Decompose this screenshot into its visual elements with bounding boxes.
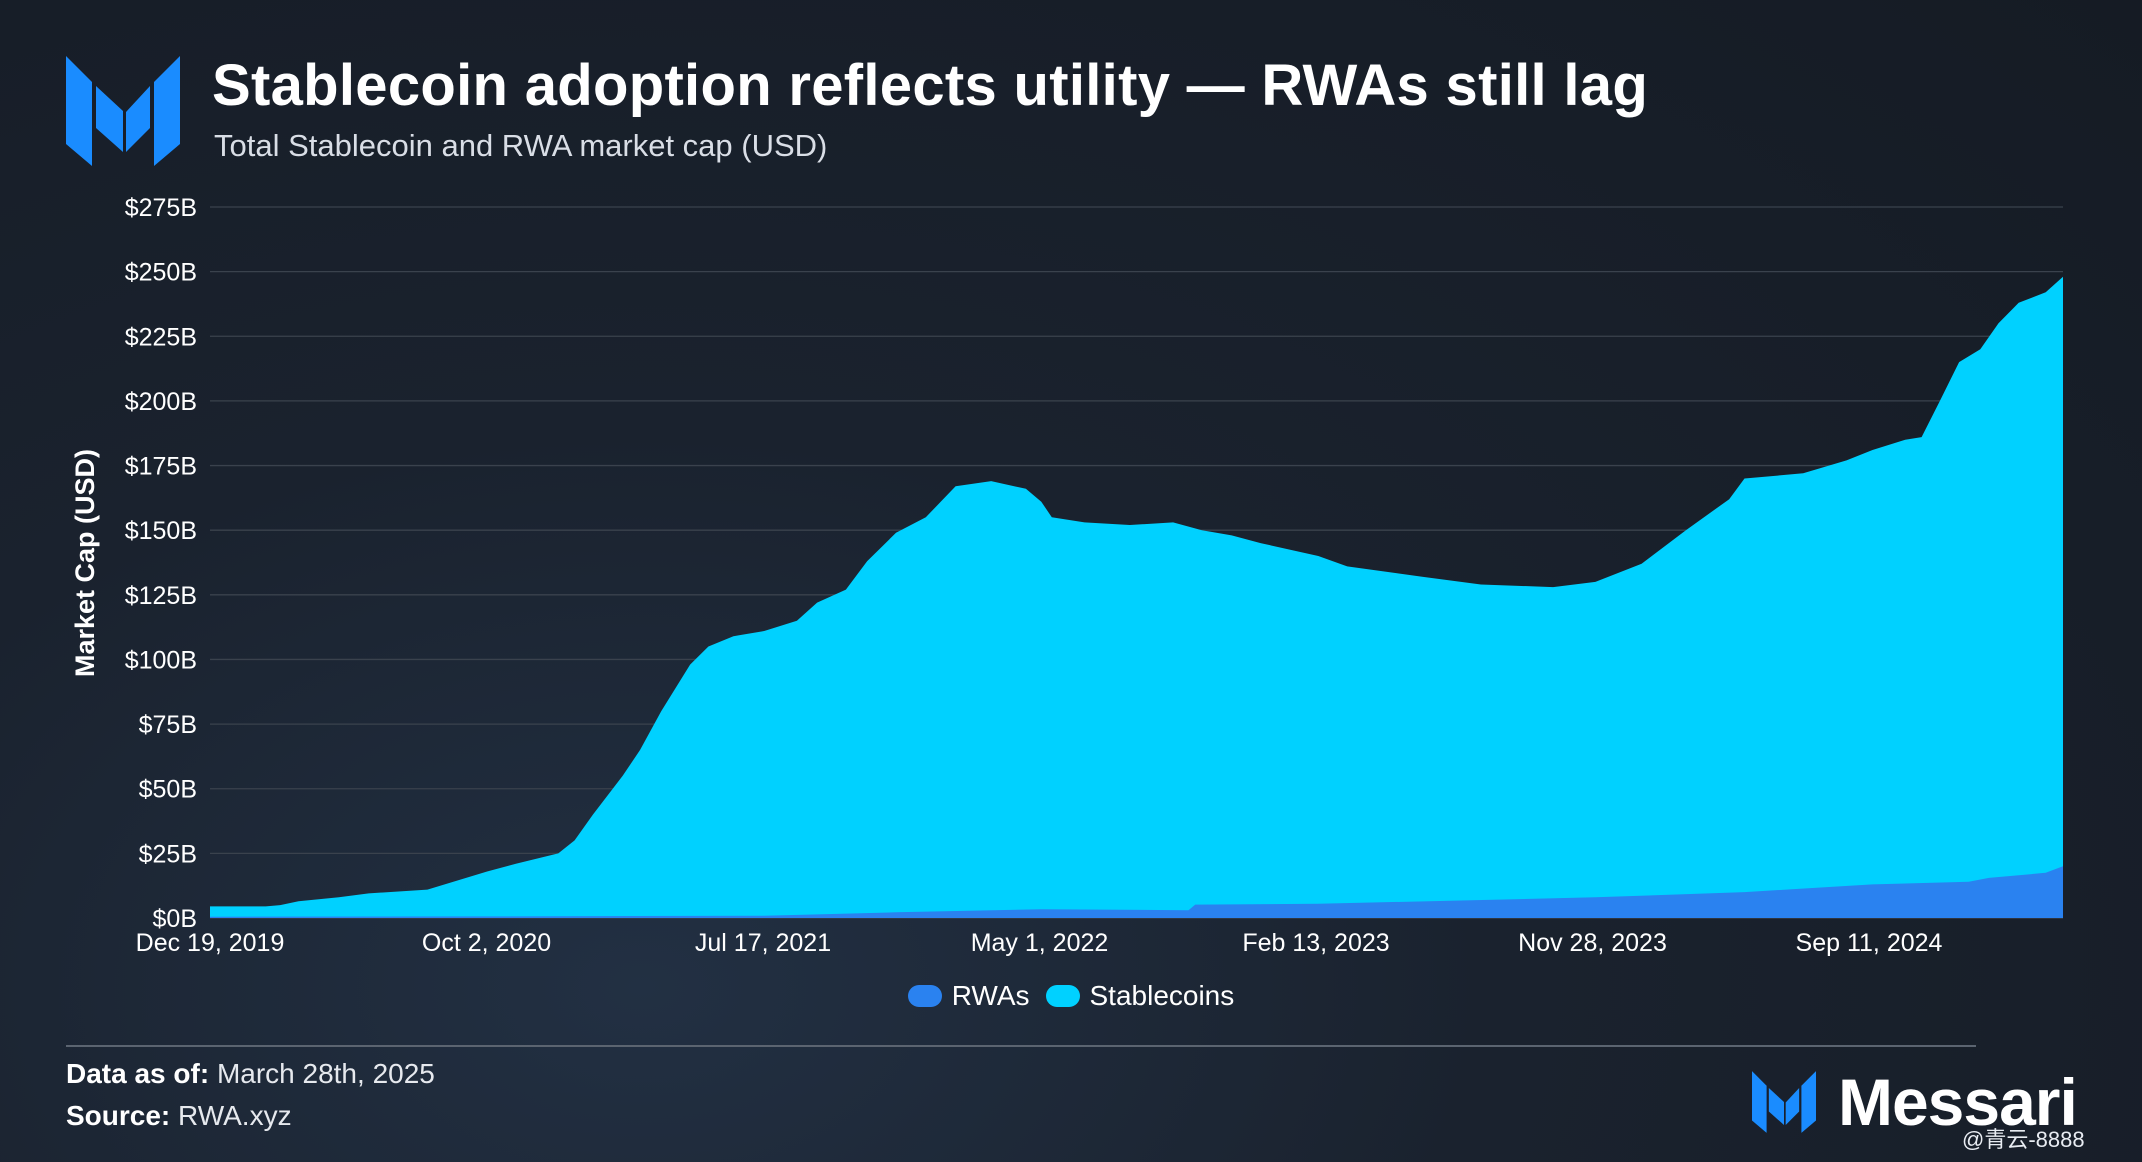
y-tick-label: $100B (125, 646, 197, 674)
data-as-of-label: Data as of: (66, 1058, 210, 1089)
y-tick-label: $275B (125, 194, 197, 222)
x-tick-label: Dec 19, 2019 (136, 929, 285, 957)
y-tick-label: $150B (125, 517, 197, 545)
y-axis-label: Market Cap (USD) (70, 449, 100, 677)
x-tick-label: Jul 17, 2021 (695, 929, 831, 957)
legend-label-stablecoins: Stablecoins (1089, 980, 1235, 1011)
source-line: Source: RWA.xyz (66, 1100, 292, 1132)
x-tick-label: Sep 11, 2024 (1796, 929, 1943, 957)
x-tick-label: May 1, 2022 (971, 929, 1109, 957)
y-tick-label: $0B (153, 905, 197, 933)
x-tick-label: Feb 13, 2023 (1242, 929, 1389, 957)
brand-lockup: Messari (1752, 1064, 2078, 1140)
messari-brand-icon (1752, 1071, 1816, 1133)
y-tick-label: $250B (125, 259, 197, 287)
y-tick-label: $200B (125, 388, 197, 416)
legend-swatch-rwas (907, 985, 942, 1007)
x-tick-label: Nov 28, 2023 (1518, 929, 1667, 957)
area-rwas (210, 866, 2063, 918)
watermark: @青云-8888 (1962, 1127, 2085, 1152)
y-tick-label: $225B (125, 323, 197, 351)
legend-swatch-stablecoins (1045, 985, 1080, 1007)
chart-title: Stablecoin adoption reflects utility — R… (212, 53, 1649, 118)
x-tick-label: Oct 2, 2020 (422, 929, 551, 957)
y-axis-ticks: $0B $25B $50B $75B $100B $125B $150B $175B $200B… (125, 194, 197, 933)
y-tick-label: $25B (139, 840, 197, 868)
chart-subtitle: Total Stablecoin and RWA market cap (USD… (214, 128, 828, 163)
data-as-of-value: March 28th, 2025 (216, 1058, 435, 1089)
messari-logo-icon (66, 56, 180, 166)
legend-item-stablecoins[interactable]: Stablecoins (1045, 980, 1235, 1012)
market-cap-area-chart: $0B $25B $50B $75B $100B $125B $150B $175B $200B… (70, 194, 2063, 957)
legend-item-rwas[interactable]: RWAs (907, 980, 1030, 1012)
y-tick-label: $175B (125, 453, 197, 481)
series-areas (210, 276, 2063, 918)
source-value: RWA.xyz (178, 1100, 292, 1131)
data-as-of: Data as of: March 28th, 2025 (66, 1058, 435, 1090)
y-tick-label: $125B (125, 582, 197, 610)
chart-legend: RWAs Stablecoins (0, 980, 2142, 1012)
source-label: Source: (66, 1100, 171, 1131)
legend-label-rwas: RWAs (951, 980, 1030, 1011)
x-axis-ticks: Dec 19, 2019 Oct 2, 2020 Jul 17, 2021 May 1… (136, 929, 1943, 957)
footer-divider (66, 1045, 1976, 1047)
y-tick-label: $50B (139, 776, 197, 804)
area-stablecoins (210, 276, 2063, 918)
brand-name: Messari (1838, 1065, 2078, 1139)
y-tick-label: $75B (139, 711, 197, 739)
